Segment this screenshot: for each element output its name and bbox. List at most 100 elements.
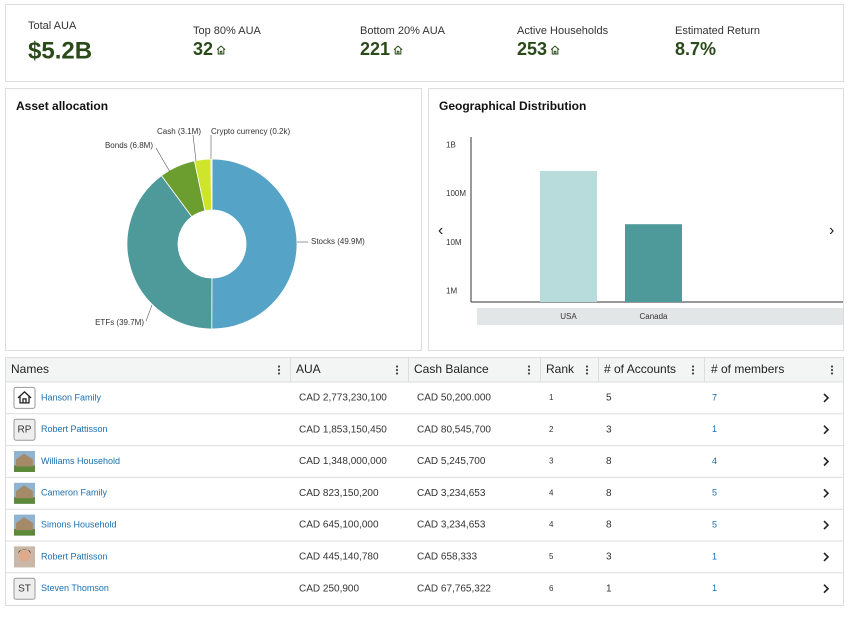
household-name[interactable]: Hanson Family (41, 392, 102, 402)
x-tick-label: USA (560, 312, 577, 321)
row-chevron[interactable] (823, 456, 830, 467)
next-arrow[interactable]: › (829, 222, 834, 239)
avatar-initials: RP (18, 424, 32, 435)
column-header: Cash Balance (414, 362, 489, 376)
column-menu[interactable] (585, 368, 589, 372)
row-chevron[interactable] (823, 520, 830, 530)
kpi-value: 221 (360, 39, 390, 59)
cell-accounts: 8 (606, 456, 612, 467)
column-header: # of members (711, 362, 784, 376)
cell-members: 4 (712, 456, 717, 466)
kpi-label: Active Households (517, 25, 609, 37)
cell-aua: CAD 645,100,000 (299, 520, 379, 531)
avatar-ground (14, 529, 35, 536)
kpi-value: 8.7% (675, 39, 716, 59)
avatar (13, 577, 36, 600)
cell-accounts: 3 (606, 424, 612, 435)
row-chevron[interactable] (823, 584, 830, 594)
household-name[interactable]: Robert Pattisson (41, 424, 108, 434)
column-menu[interactable] (585, 372, 589, 375)
household-name[interactable]: Steven Thomson (41, 583, 109, 593)
column-menu[interactable] (395, 368, 399, 372)
column-menu[interactable] (395, 372, 399, 375)
kpi-label: Total AUA (28, 20, 77, 32)
cell-rank: 4 (549, 488, 554, 497)
cell-rank: 6 (549, 584, 554, 593)
kpi-label: Bottom 20% AUA (360, 25, 446, 37)
avatar-ground (14, 497, 35, 504)
avatar-initials: ST (18, 583, 31, 594)
column-header: Names (11, 362, 49, 376)
avatar-face (19, 550, 30, 562)
column-menu[interactable] (527, 365, 531, 368)
cell-rank: 2 (549, 425, 554, 434)
row-chevron[interactable] (823, 552, 830, 562)
column-header: Rank (546, 362, 575, 376)
column-menu[interactable] (830, 372, 834, 375)
slice-label: Bonds (6.8M) (105, 141, 153, 150)
kpi-value: $5.2B (28, 37, 92, 64)
bar (625, 224, 682, 302)
column-header: AUA (296, 362, 321, 376)
cell-aua: CAD 823,150,200 (299, 488, 379, 499)
row-chevron[interactable] (823, 488, 830, 498)
household-name[interactable]: Robert Pattisson (41, 551, 108, 561)
x-tick-label: Canada (639, 312, 668, 321)
row-chevron[interactable] (823, 425, 830, 435)
kpi-label: Estimated Return (675, 25, 760, 37)
column-menu[interactable] (585, 365, 589, 368)
cell-cash: CAD 3,234,653 (417, 520, 486, 531)
pie-slice (211, 158, 298, 330)
cell-members: 1 (712, 551, 717, 561)
leader-line (145, 304, 153, 322)
kpi-value: 32 (193, 39, 213, 59)
slice-label: Stocks (49.9M) (311, 237, 365, 246)
household-name[interactable]: Cameron Family (41, 488, 108, 498)
prev-arrow[interactable]: ‹ (438, 222, 443, 239)
cell-accounts: 5 (606, 393, 612, 404)
cell-aua: CAD 1,348,000,000 (299, 456, 387, 467)
cell-cash: CAD 80,545,700 (417, 424, 491, 435)
column-menu[interactable] (395, 365, 399, 368)
avatar-house (16, 485, 33, 499)
household-name[interactable]: Williams Household (41, 456, 120, 466)
cell-aua: CAD 445,140,780 (299, 552, 379, 563)
cell-members: 1 (712, 583, 717, 593)
cell-aua: CAD 1,853,150,450 (299, 424, 387, 435)
cell-rank: 1 (549, 393, 554, 402)
column-menu[interactable] (830, 365, 834, 368)
avatar-house (16, 517, 33, 531)
column-menu[interactable] (691, 365, 695, 368)
table-header (6, 358, 843, 382)
cell-members: 1 (712, 424, 717, 434)
cell-aua: CAD 250,900 (299, 583, 359, 594)
column-menu[interactable] (691, 372, 695, 375)
household-name[interactable]: Simons Household (41, 519, 117, 529)
geo-panel (428, 88, 844, 351)
column-menu[interactable] (277, 368, 281, 372)
bar (540, 170, 597, 302)
panel-title: Asset allocation (16, 99, 108, 113)
house-icon (393, 45, 403, 55)
slice-label: Crypto currency (0.2k) (211, 127, 290, 136)
cell-cash: CAD 50,200.000 (417, 393, 491, 404)
cell-members: 5 (712, 519, 717, 529)
leader-line (155, 147, 171, 173)
category-strip (477, 308, 843, 325)
column-menu[interactable] (277, 365, 281, 368)
column-menu[interactable] (527, 372, 531, 375)
column-menu[interactable] (277, 372, 281, 375)
cell-rank: 3 (549, 457, 554, 466)
avatar (13, 418, 36, 441)
cell-members: 5 (712, 488, 717, 498)
house-icon (550, 45, 560, 55)
column-menu[interactable] (527, 368, 531, 372)
column-menu[interactable] (830, 368, 834, 372)
row-chevron[interactable] (823, 393, 830, 403)
y-tick-label: 100M (446, 189, 466, 198)
cell-rank: 5 (549, 552, 554, 561)
column-menu[interactable] (691, 368, 695, 372)
table (5, 357, 844, 606)
cell-cash: CAD 5,245,700 (417, 456, 486, 467)
